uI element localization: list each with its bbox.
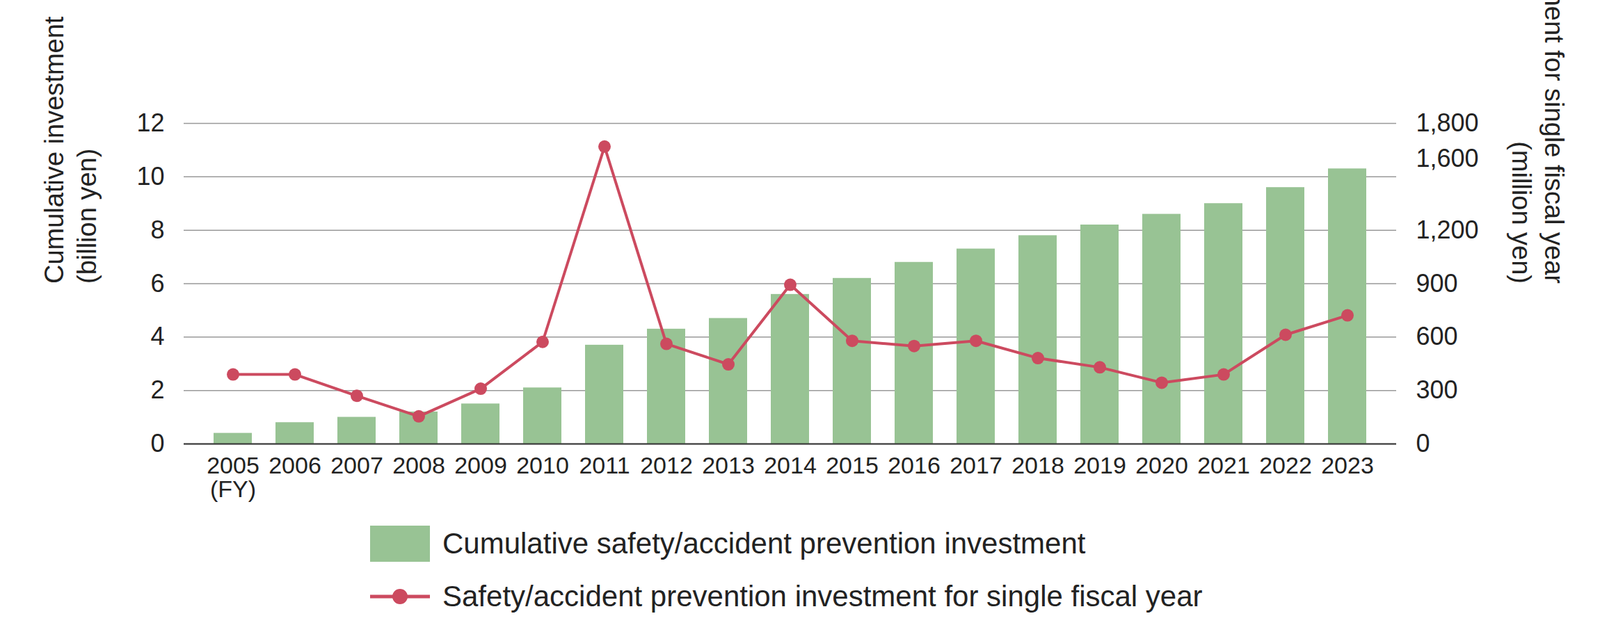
svg-text:12: 12 [136, 108, 165, 138]
svg-text:1,600: 1,600 [1416, 144, 1479, 173]
svg-text:8: 8 [150, 215, 165, 245]
svg-text:300: 300 [1416, 375, 1459, 405]
svg-text:2021: 2021 [1197, 452, 1251, 479]
svg-text:2016: 2016 [887, 452, 941, 479]
svg-text:2023: 2023 [1321, 452, 1374, 479]
svg-text:1,800: 1,800 [1416, 108, 1479, 138]
svg-text:2012: 2012 [640, 452, 693, 479]
svg-text:1,200: 1,200 [1416, 215, 1479, 245]
svg-text:2010: 2010 [516, 452, 570, 479]
svg-text:2015: 2015 [825, 452, 879, 479]
svg-text:2019: 2019 [1073, 452, 1127, 479]
svg-text:6: 6 [150, 269, 165, 298]
svg-text:2006: 2006 [268, 452, 322, 479]
svg-text:2011: 2011 [578, 452, 630, 479]
svg-text:900: 900 [1416, 269, 1459, 298]
svg-text:2007: 2007 [330, 452, 384, 479]
svg-text:10: 10 [136, 162, 165, 191]
html-text:Safety/accident prevention inv: Safety/accident prevention investment fo… [442, 580, 1203, 613]
svg-text:600: 600 [1416, 322, 1459, 351]
svg-text:4: 4 [150, 322, 165, 351]
svg-text:2017: 2017 [949, 452, 1003, 479]
svg-text:Cumulative investment(billion: Cumulative investment(billion yen) [39, 16, 103, 284]
svg-text:2014: 2014 [763, 452, 817, 479]
svg-text:2: 2 [150, 375, 165, 405]
svg-text:2022: 2022 [1259, 452, 1312, 479]
svg-text:2005(FY): 2005(FY) [206, 452, 260, 503]
svg-text:2008: 2008 [392, 452, 446, 479]
svg-text:2009: 2009 [454, 452, 508, 479]
svg-text:2013: 2013 [701, 452, 755, 479]
svg-text:2020: 2020 [1135, 452, 1189, 479]
svg-text:Investment for single fiscal y: Investment for single fiscal year(millio… [1506, 0, 1570, 284]
svg-text:0: 0 [150, 429, 165, 458]
svg-text:2018: 2018 [1011, 452, 1065, 479]
svg-text:0: 0 [1416, 429, 1431, 458]
html-text:Cumulative safety/accident pre: Cumulative safety/accident prevention in… [442, 527, 1086, 560]
